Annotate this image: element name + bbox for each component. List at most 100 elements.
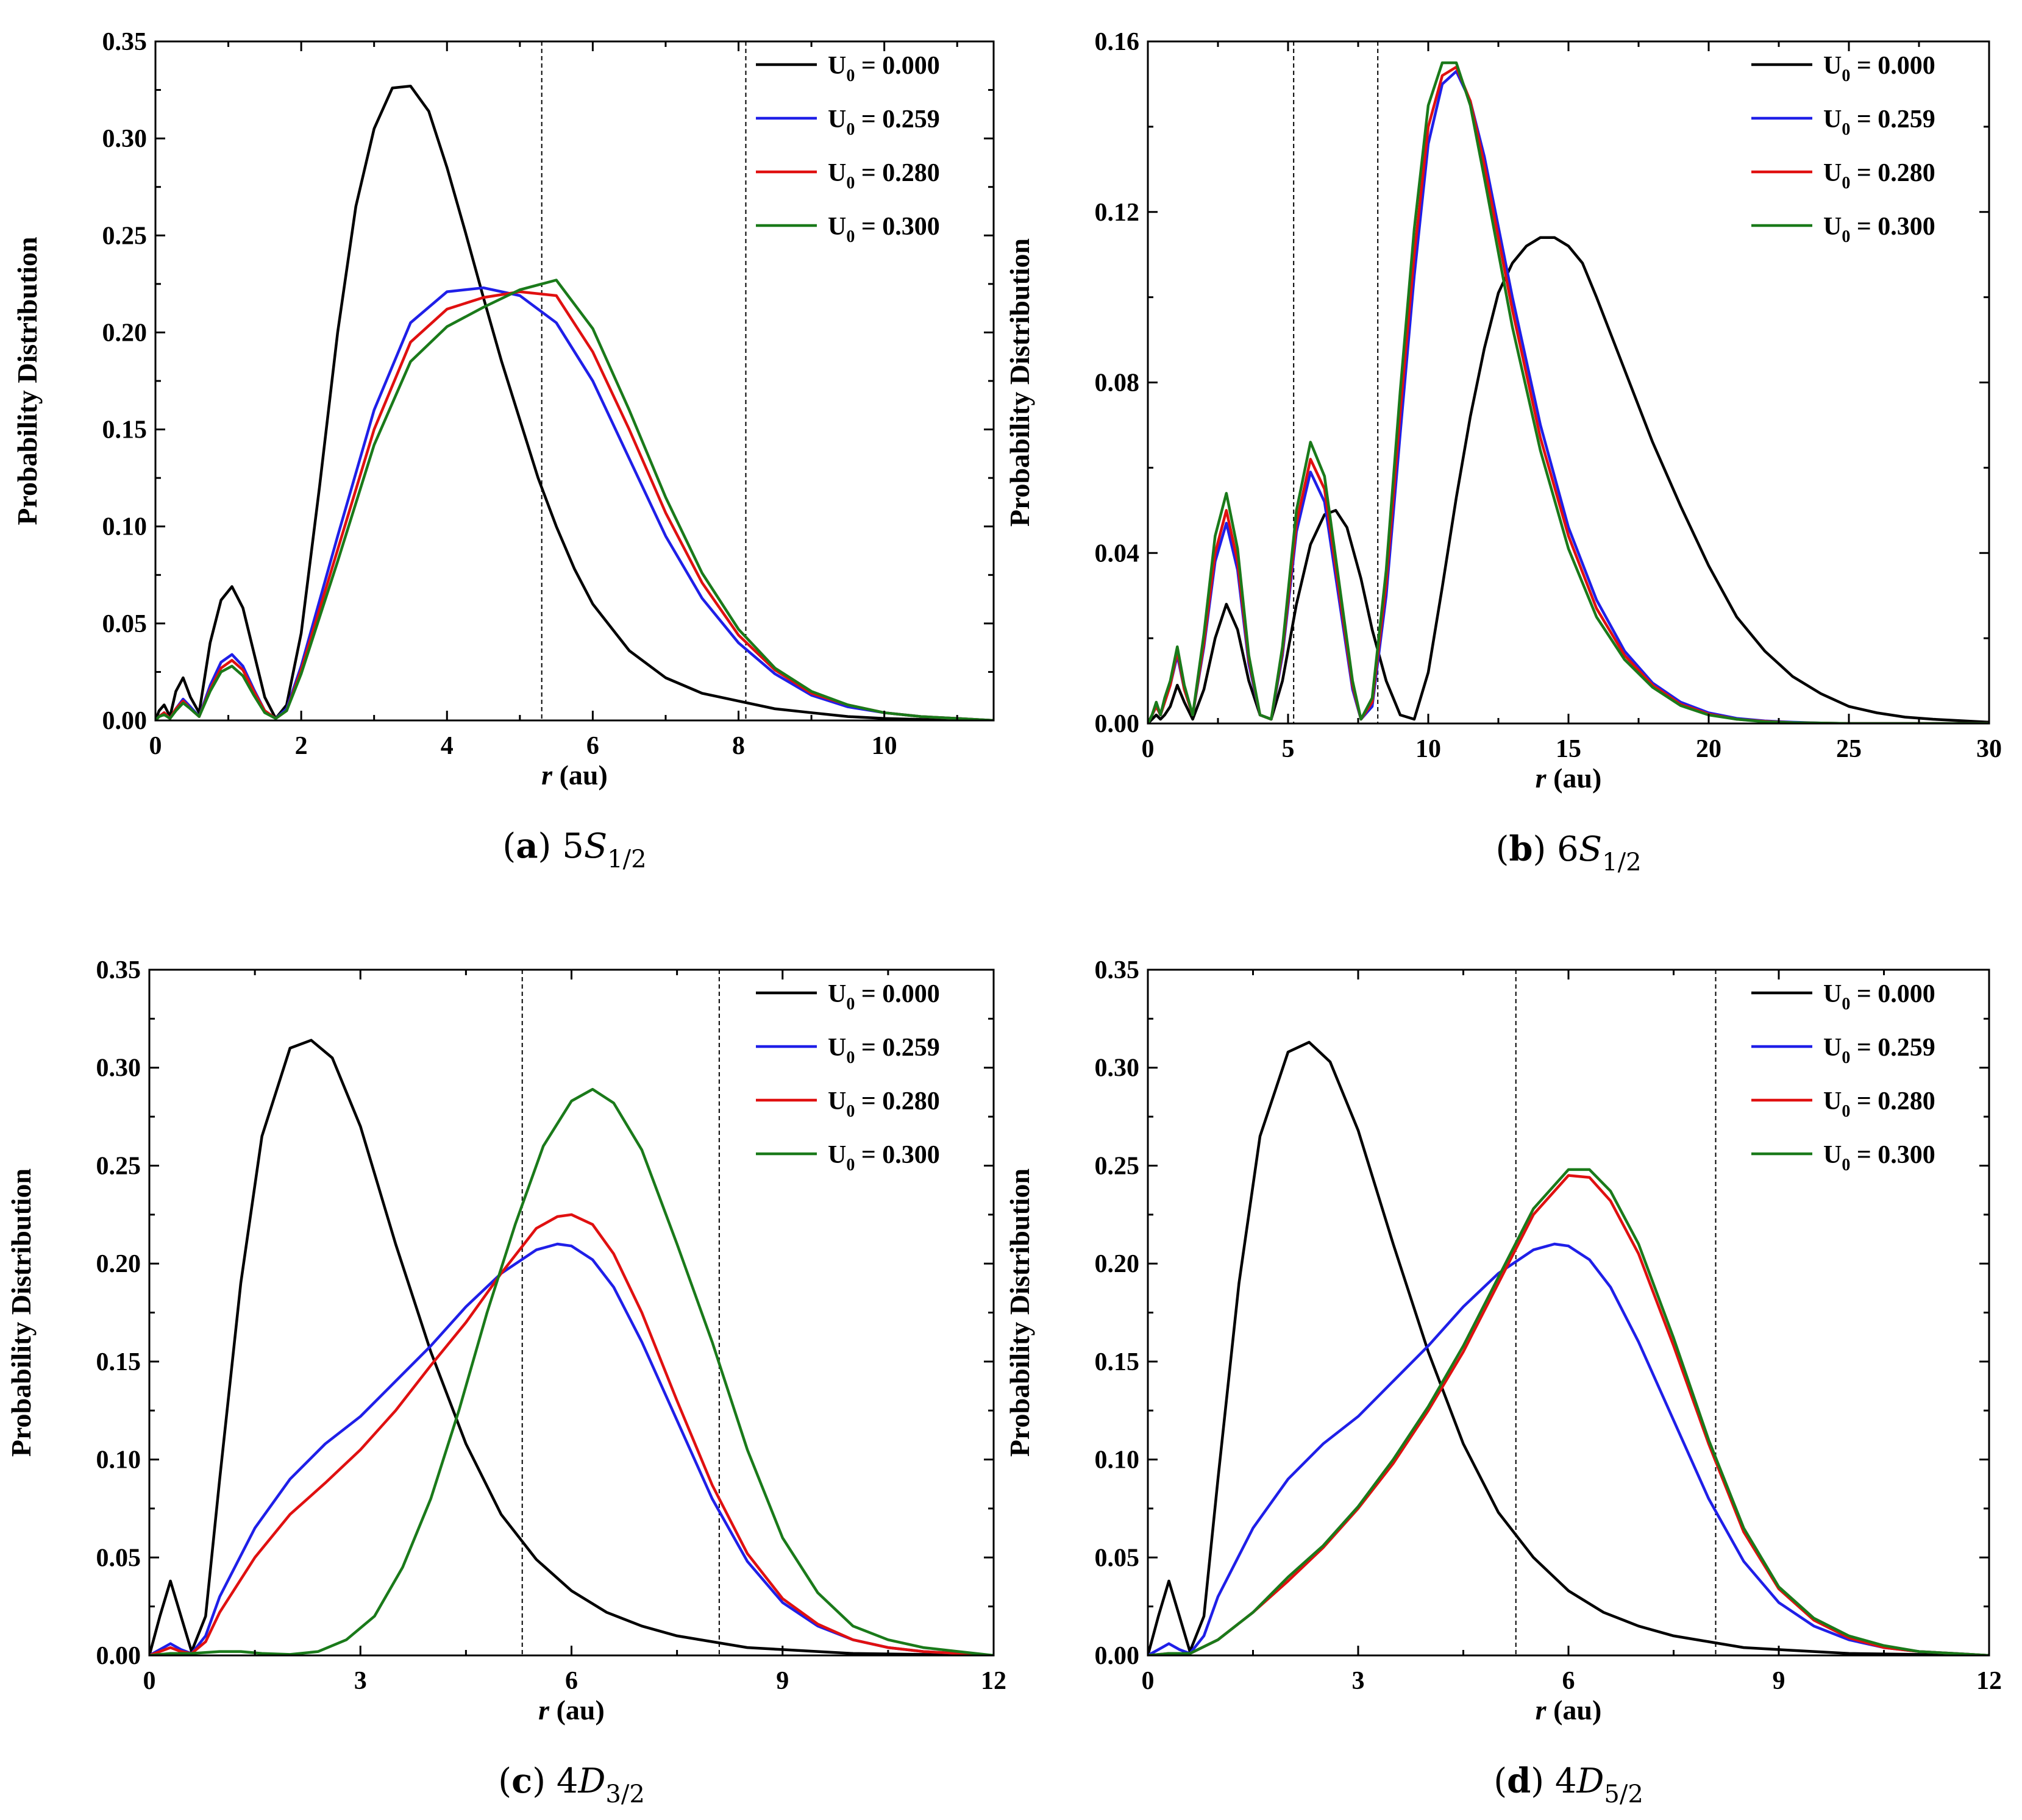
- x-tick-label: 6: [586, 732, 599, 760]
- plot-frame: [148, 969, 995, 1657]
- legend-entry: U0 = 0.000: [1823, 52, 1935, 85]
- y-tick-label: 0.35: [96, 956, 141, 984]
- series-line-0: [149, 1039, 994, 1655]
- x-axis-label: r (au): [1536, 762, 1602, 794]
- series-line-1: [155, 286, 994, 720]
- series-line-3: [149, 1087, 994, 1655]
- y-tick-label: 0.20: [96, 1250, 141, 1278]
- y-axis-label: Probability Distribution: [5, 1168, 37, 1457]
- series-line-1: [1148, 1242, 1989, 1655]
- y-tick-label: 0.00: [102, 707, 148, 735]
- y-tick-label: 0.12: [1095, 199, 1140, 227]
- y-tick-label: 0.08: [1095, 369, 1140, 397]
- y-tick-label: 0.30: [102, 125, 148, 153]
- plot-frame: [1147, 969, 1990, 1657]
- legend-entry: U0 = 0.259: [828, 105, 940, 139]
- legend-entry: U0 = 0.000: [828, 980, 940, 1014]
- panel-d: 0 3 6 9 12 0.00 0.05 0.10 0.15 0.20 0.25 0.30 0.35 r …: [1004, 956, 2002, 1808]
- x-axis-label: r (au): [538, 1694, 605, 1726]
- x-tick-label: 4: [441, 732, 454, 760]
- y-tick-label: 0.10: [102, 513, 148, 541]
- x-tick-label: 6: [565, 1667, 578, 1695]
- x-tick-label: 0: [1142, 1667, 1155, 1695]
- x-tick-label: 10: [872, 732, 897, 760]
- legend-entry: U0 = 0.280: [828, 159, 940, 193]
- y-tick-label: 0.15: [1095, 1348, 1140, 1376]
- legend-entry: U0 = 0.259: [1823, 105, 1935, 139]
- legend-entry: U0 = 0.280: [828, 1087, 940, 1121]
- y-axis-label: Probability Distribution: [1004, 1168, 1035, 1457]
- x-tick-label: 0: [1142, 735, 1155, 763]
- y-tick-label: 0.25: [102, 222, 148, 250]
- x-tick-label: 6: [1562, 1667, 1575, 1695]
- plot-frame: [154, 40, 995, 722]
- series-line-3: [155, 279, 994, 720]
- series-line-2: [149, 1213, 994, 1655]
- x-tick-label: 25: [1836, 735, 1862, 763]
- x-tick-label: 2: [295, 732, 308, 760]
- subfigure-caption: (d) 4D5/2: [1493, 1761, 1643, 1808]
- legend-entry: U0 = 0.300: [828, 213, 940, 246]
- x-tick-label: 0: [143, 1667, 156, 1695]
- legend-entry: U0 = 0.280: [1823, 1087, 1935, 1121]
- x-tick-label: 20: [1696, 735, 1721, 763]
- legend-entry: U0 = 0.300: [828, 1141, 940, 1175]
- y-tick-label: 0.10: [1095, 1446, 1140, 1474]
- y-tick-label: 0.15: [102, 416, 148, 444]
- y-tick-label: 0.25: [1095, 1152, 1140, 1180]
- y-tick-label: 0.30: [96, 1054, 141, 1082]
- x-tick-label: 0: [149, 732, 162, 760]
- plot-frame: [1147, 40, 1990, 725]
- series-line-3: [1148, 1168, 1989, 1655]
- y-tick-label: 0.25: [96, 1152, 141, 1180]
- x-tick-label: 5: [1282, 735, 1295, 763]
- series-line-0: [155, 84, 994, 720]
- series-line-1: [149, 1242, 994, 1655]
- x-tick-label: 3: [1352, 1667, 1365, 1695]
- y-tick-label: 0.10: [96, 1446, 141, 1474]
- x-tick-label: 12: [981, 1667, 1006, 1695]
- x-tick-label: 9: [1773, 1667, 1785, 1695]
- x-tick-label: 10: [1415, 735, 1441, 763]
- x-tick-label: 12: [1976, 1667, 2002, 1695]
- y-tick-label: 0.00: [1095, 1642, 1140, 1670]
- series-line-2: [155, 290, 994, 720]
- y-tick-label: 0.20: [1095, 1250, 1140, 1278]
- y-tick-label: 0.15: [96, 1348, 141, 1376]
- y-tick-label: 0.05: [102, 610, 148, 638]
- y-tick-label: 0.00: [96, 1642, 141, 1670]
- y-tick-label: 0.16: [1095, 28, 1140, 56]
- y-tick-label: 0.04: [1095, 539, 1140, 567]
- panel-a: 0 2 4 6 8 10 0.00 0.05 0.10 0.15 0.20 0.25 0.30 0.35 r…: [12, 28, 995, 873]
- subfigure-caption: (b) 6S1/2: [1495, 829, 1641, 876]
- x-tick-label: 8: [732, 732, 745, 760]
- y-tick-label: 0.05: [96, 1544, 141, 1572]
- panel-b: 0 5 10 15 20 25 30 0.00 0.04 0.08 0.12 0.16 r (au) Pr…: [1004, 28, 2002, 876]
- x-tick-label: 9: [776, 1667, 789, 1695]
- series-line-0: [1148, 1040, 1989, 1655]
- panel-c: 0 3 6 9 12 0.00 0.05 0.10 0.15 0.20 0.25 0.30 0.35 r …: [5, 956, 1006, 1808]
- subfigure-caption: (c) 4D3/2: [498, 1761, 645, 1808]
- legend-entry: U0 = 0.000: [828, 52, 940, 85]
- y-tick-label: 0.35: [1095, 956, 1140, 984]
- legend-entry: U0 = 0.259: [1823, 1034, 1935, 1067]
- x-tick-label: 15: [1556, 735, 1581, 763]
- y-tick-label: 0.35: [102, 28, 148, 56]
- y-tick-label: 0.00: [1095, 710, 1140, 738]
- y-tick-label: 0.20: [102, 319, 148, 347]
- legend-entry: U0 = 0.300: [1823, 1141, 1935, 1175]
- legend-entry: U0 = 0.259: [828, 1034, 940, 1067]
- y-tick-label: 0.05: [1095, 1544, 1140, 1572]
- y-axis-label: Probability Distribution: [1004, 238, 1035, 527]
- x-tick-label: 30: [1976, 735, 2002, 763]
- x-axis-label: r (au): [1536, 1694, 1602, 1726]
- series-line-3: [1148, 61, 1989, 723]
- y-axis-label: Probability Distribution: [12, 236, 43, 525]
- x-axis-label: r (au): [541, 759, 608, 791]
- legend-entry: U0 = 0.280: [1823, 159, 1935, 193]
- y-tick-label: 0.30: [1095, 1054, 1140, 1082]
- legend-entry: U0 = 0.000: [1823, 980, 1935, 1014]
- series-line-0: [1148, 236, 1989, 723]
- legend-entry: U0 = 0.300: [1823, 213, 1935, 246]
